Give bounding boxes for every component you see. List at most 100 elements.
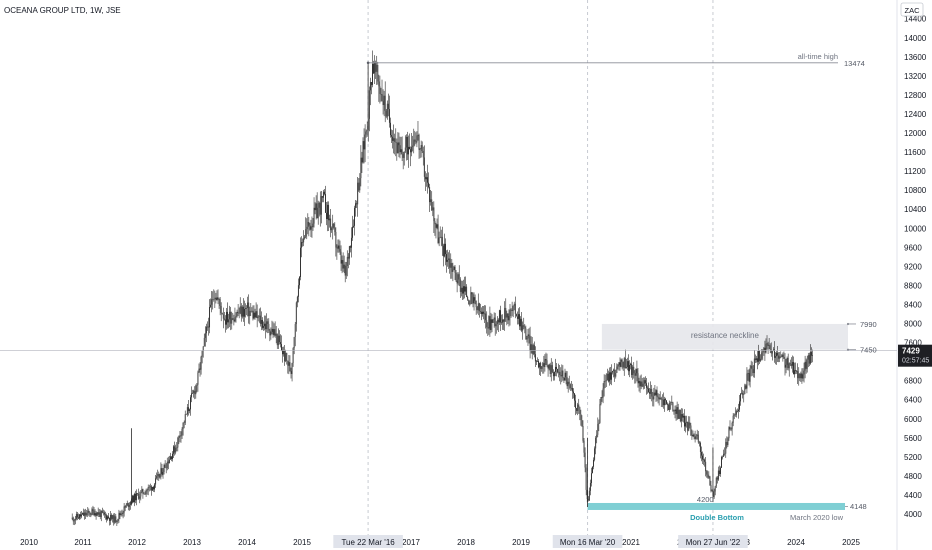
candle-body [202,346,204,351]
candle-body [593,459,595,467]
candle-body [344,264,346,276]
candle-body [705,461,707,472]
candle-body [491,319,493,323]
candle-body [595,437,597,449]
candle-body [146,490,148,492]
candle-body [512,305,514,311]
candle-body [484,313,486,315]
candle-body [513,303,515,306]
candle-body [341,260,343,264]
ath-anchor [366,61,370,65]
candle-body [313,207,315,224]
candle-body [158,474,160,478]
candle-body [144,493,146,495]
candle-body [359,178,361,191]
candle-body [183,422,185,424]
candle-body [560,374,562,377]
candle-body [680,414,682,422]
candle-body [601,397,603,398]
candle-body [702,455,703,460]
candle-body [387,103,389,110]
candle-body [416,135,418,143]
candle-body [540,362,542,369]
candle-body [808,355,810,364]
candle-body [693,434,695,438]
candle-body [503,319,505,322]
candle-body [492,319,494,323]
candle-body [79,514,80,519]
candle-body [273,329,275,335]
double-bottom-band[interactable] [587,502,845,510]
resistance-zone[interactable] [601,323,848,350]
candle-body [727,438,729,446]
candle-body [524,326,526,329]
candle-body [463,286,464,294]
currency-badge[interactable] [900,2,924,17]
candle-body [479,311,481,312]
candle-body [211,299,213,305]
candle-body [498,310,500,323]
candle-body [85,512,87,516]
candle-body [772,349,774,351]
candle-body [580,413,582,421]
date-label-bg [678,535,748,548]
candle-body [82,512,84,515]
candle-body [500,310,501,323]
candle-body [181,428,183,436]
candle-body [801,373,803,379]
candle-body [336,247,338,249]
candle-body [399,145,401,153]
candle-body [803,370,805,375]
candle-body [147,486,149,491]
candle-body [710,485,712,492]
candle-body [384,95,386,111]
candle-body [88,510,90,513]
candle-body [379,86,381,94]
candle-body [174,446,176,453]
candle-body [686,421,688,423]
candle-body [760,358,762,361]
candle-body [619,362,621,367]
candle-body [177,437,179,448]
candle-body [282,350,283,355]
candle-body [791,362,793,366]
candle-body [267,321,269,324]
candle-body [623,358,625,368]
candle-body [352,226,353,238]
candle-body [798,373,800,379]
candle-body [258,315,260,317]
candle-body [108,516,109,518]
candle-body [115,516,117,522]
candle-body [415,141,417,143]
candle-body [508,315,510,321]
candle-body [216,297,218,300]
candle-body [260,320,262,324]
candle-body [222,314,224,319]
candle-body [452,269,454,272]
candle-body [96,512,98,516]
candle-body [288,362,290,366]
candle-body [433,207,435,222]
candle-body [217,297,219,300]
candle-body [287,360,289,366]
candle-body [716,477,718,480]
candle-body [411,146,413,153]
date-label: Mon 27 Jun '22 [686,538,741,547]
date-label-bg [333,535,403,548]
candle-body [348,246,350,259]
candle-body [80,514,81,517]
candle-body [552,372,554,377]
y-tick-label: 5600 [904,434,922,443]
candle-body [466,286,468,297]
candle-body [76,514,78,518]
candle-body [617,364,619,367]
candle-body [782,354,784,358]
candle-body [471,292,473,295]
candle-body [377,65,379,82]
candle-body [292,348,294,364]
candle-body [558,371,560,373]
candle-body [199,368,201,370]
candle-body [523,325,525,327]
